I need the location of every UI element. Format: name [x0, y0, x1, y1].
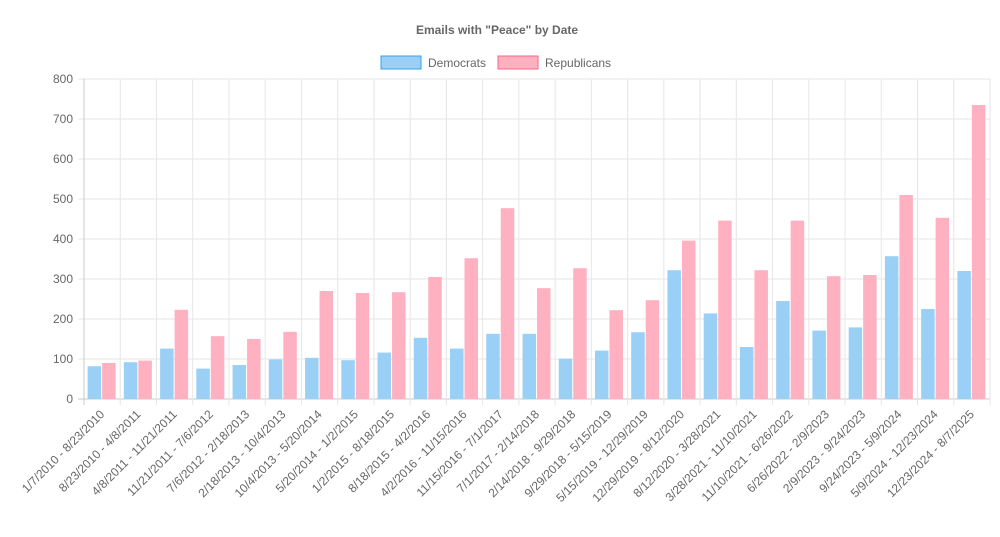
y-tick-label: 100 [53, 352, 73, 366]
y-tick-label: 600 [53, 152, 73, 166]
bar-republicans[interactable] [681, 240, 696, 399]
bar-republicans[interactable] [247, 339, 261, 399]
bar-democrats[interactable] [341, 360, 355, 399]
bar-democrats[interactable] [486, 333, 500, 399]
bar-republicans[interactable] [392, 292, 406, 399]
bar-democrats[interactable] [594, 350, 609, 399]
bar-republicans[interactable] [971, 105, 986, 399]
chart-title: Emails with "Peace" by Date [416, 23, 578, 37]
legend-swatch-republicans [497, 55, 539, 70]
bar-republicans[interactable] [826, 276, 841, 399]
bar-democrats[interactable] [703, 313, 718, 399]
y-tick-label: 800 [53, 72, 73, 86]
bar-republicans[interactable] [319, 291, 334, 399]
y-tick-label: 200 [53, 312, 73, 326]
bar-republicans[interactable] [174, 309, 189, 399]
bar-republicans[interactable] [464, 258, 479, 399]
bar-democrats[interactable] [522, 333, 536, 399]
bars [87, 105, 986, 399]
bar-republicans[interactable] [573, 268, 587, 399]
bar-democrats[interactable] [957, 271, 971, 399]
bar-democrats[interactable] [377, 352, 392, 399]
y-axis: 0 100 200 300 400 500 600 700 800 [53, 72, 73, 406]
bar-democrats[interactable] [631, 332, 645, 399]
y-tick-label: 0 [66, 392, 73, 406]
bar-democrats[interactable] [196, 368, 210, 399]
bar-democrats[interactable] [812, 330, 826, 399]
bar-democrats[interactable] [232, 365, 247, 399]
bar-democrats[interactable] [87, 366, 102, 399]
bar-republicans[interactable] [537, 288, 551, 399]
bar-republicans[interactable] [102, 363, 116, 399]
legend-item-republicans[interactable]: Republicans [497, 55, 611, 70]
bar-democrats[interactable] [305, 357, 319, 399]
bar-democrats[interactable] [667, 270, 681, 399]
bar-republicans[interactable] [609, 310, 623, 399]
bar-democrats[interactable] [884, 256, 899, 399]
bar-democrats[interactable] [123, 362, 138, 399]
y-tick-label: 700 [53, 112, 73, 126]
y-tick-label: 300 [53, 272, 73, 286]
legend-label-democrats: Democrats [428, 56, 486, 70]
bar-republicans[interactable] [718, 220, 732, 399]
bar-republicans[interactable] [645, 300, 660, 399]
bar-democrats[interactable] [776, 301, 790, 399]
bar-democrats[interactable] [268, 359, 283, 399]
bar-democrats[interactable] [450, 348, 464, 399]
y-tick-label: 400 [53, 232, 73, 246]
bar-republicans[interactable] [790, 220, 805, 399]
bar-republicans[interactable] [283, 331, 297, 399]
bar-republicans[interactable] [899, 195, 913, 399]
bar-republicans[interactable] [210, 336, 225, 399]
bar-democrats[interactable] [413, 337, 428, 399]
legend-item-democrats[interactable]: Democrats [380, 55, 486, 70]
bar-democrats[interactable] [160, 348, 174, 399]
bar-republicans[interactable] [863, 275, 877, 399]
bar-republicans[interactable] [138, 360, 152, 399]
bar-democrats[interactable] [921, 309, 935, 399]
bar-republicans[interactable] [355, 293, 370, 399]
grid [78, 78, 991, 405]
bar-republicans[interactable] [428, 277, 442, 399]
bar-democrats[interactable] [739, 347, 754, 399]
bar-republicans[interactable] [500, 208, 515, 399]
bar-republicans[interactable] [754, 270, 768, 399]
legend-swatch-democrats [380, 55, 422, 70]
legend: Democrats Republicans [380, 55, 611, 70]
legend-label-republicans: Republicans [545, 56, 611, 70]
y-tick-label: 500 [53, 192, 73, 206]
bar-republicans[interactable] [935, 217, 950, 399]
bar-democrats[interactable] [848, 327, 863, 399]
bar-democrats[interactable] [558, 358, 573, 399]
